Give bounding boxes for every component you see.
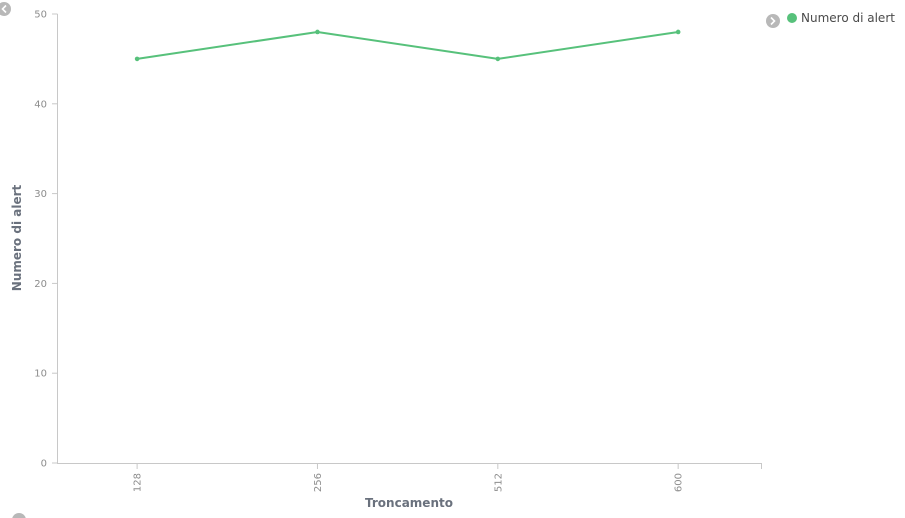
x-axis-ticks: 128 256 512 600 xyxy=(133,463,762,492)
legend-label: Numero di alert xyxy=(801,11,895,25)
y-axis-title: Numero di alert xyxy=(10,185,24,292)
nav-bottom-icon[interactable] xyxy=(12,513,26,518)
legend: Numero di alert xyxy=(766,11,895,28)
y-tick-label: 0 xyxy=(41,459,47,470)
y-tick-label: 50 xyxy=(34,10,47,21)
x-tick-label: 512 xyxy=(493,473,504,492)
y-tick-label: 30 xyxy=(34,189,47,200)
series-line xyxy=(136,30,679,60)
legend-item[interactable]: Numero di alert xyxy=(787,11,895,25)
y-axis-ticks: 0 10 20 30 40 50 xyxy=(34,10,58,470)
data-point[interactable] xyxy=(675,29,681,35)
data-point[interactable] xyxy=(315,29,320,35)
x-tick-label: 600 xyxy=(674,473,685,492)
legend-swatch xyxy=(787,13,797,23)
data-point[interactable] xyxy=(134,56,140,62)
y-tick-label: 40 xyxy=(34,99,47,110)
nav-prev-icon[interactable] xyxy=(0,2,11,16)
x-tick-label: 256 xyxy=(313,473,324,492)
series-layer xyxy=(134,29,681,62)
y-tick-label: 20 xyxy=(34,279,47,290)
data-point[interactable] xyxy=(495,56,501,62)
legend-toggle-icon[interactable] xyxy=(766,14,780,28)
x-tick-label: 128 xyxy=(133,473,144,492)
x-axis-title: Troncamento xyxy=(365,496,453,510)
y-tick-label: 10 xyxy=(34,369,47,380)
